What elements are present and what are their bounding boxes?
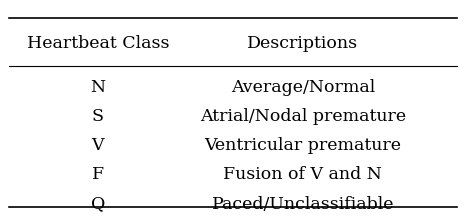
Text: N: N (90, 79, 105, 96)
Text: V: V (92, 137, 104, 154)
Text: Heartbeat Class: Heartbeat Class (27, 35, 169, 52)
Text: Paced/Unclassifiable: Paced/Unclassifiable (212, 196, 394, 213)
Text: Fusion of V and N: Fusion of V and N (224, 167, 382, 183)
Text: Average/Normal: Average/Normal (231, 79, 375, 96)
Text: Descriptions: Descriptions (247, 35, 358, 52)
Text: Atrial/Nodal premature: Atrial/Nodal premature (200, 108, 406, 125)
Text: Q: Q (91, 196, 105, 213)
Text: F: F (92, 167, 104, 183)
Text: Ventricular premature: Ventricular premature (205, 137, 401, 154)
Text: S: S (92, 108, 104, 125)
